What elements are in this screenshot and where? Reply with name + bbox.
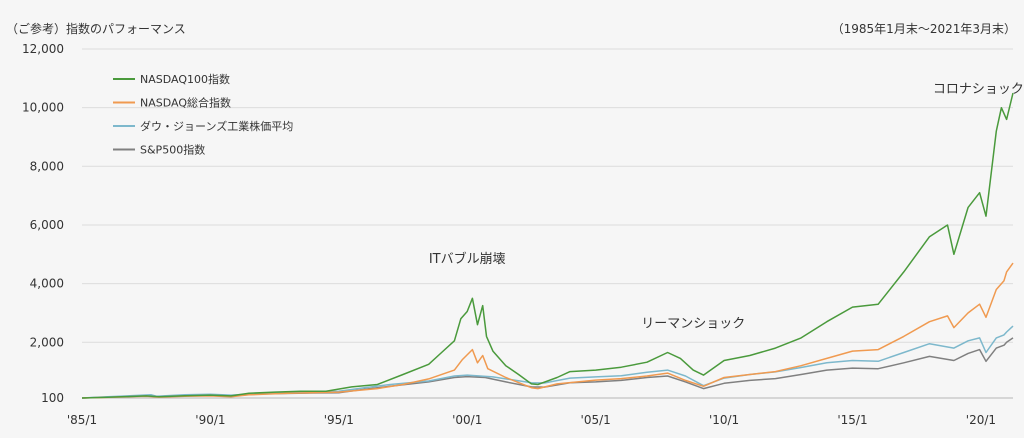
legend-label: S&P500指数 <box>140 143 205 157</box>
annotation-label: ITバブル崩壊 <box>429 251 506 267</box>
x-tick-label: '90/1 <box>195 413 225 427</box>
x-tick-label: '10/1 <box>709 413 739 427</box>
x-tick-label: '05/1 <box>581 413 611 427</box>
y-tick-label: 12,000 <box>22 42 64 56</box>
y-tick-label: 6,000 <box>30 218 64 232</box>
y-tick-label: 4,000 <box>30 277 64 291</box>
series-line <box>81 92 1014 399</box>
series-lines <box>81 92 1014 399</box>
y-tick-label: 2,000 <box>30 335 64 349</box>
x-axis-ticks: '85/1 '90/1 '95/1 '00/1 '05/1 '10/1 '15/1 '20/1 <box>67 413 996 427</box>
legend-label: NASDAQ100指数 <box>140 72 230 86</box>
grid-lines <box>82 48 1013 399</box>
x-tick-label: '15/1 <box>837 413 867 427</box>
annotation-label: リーマンショック <box>641 317 745 332</box>
y-axis-ticks: 100 2,000 4,000 6,000 8,000 10,000 12,000 <box>22 42 64 405</box>
y-tick-label: 100 <box>41 391 64 405</box>
x-tick-label: '85/1 <box>67 413 97 427</box>
annotation-label: コロナショック <box>933 82 1024 97</box>
series-line <box>81 337 1014 399</box>
x-tick-label: '00/1 <box>452 413 482 427</box>
period-note: （1985年1月末〜2021年3月末） <box>832 22 1016 36</box>
legend-label: NASDAQ総合指数 <box>140 96 231 110</box>
chart-title: （ご参考）指数のパフォーマンス <box>6 21 186 36</box>
x-tick-label: '95/1 <box>324 413 354 427</box>
series-line <box>81 262 1014 399</box>
x-tick-label: '20/1 <box>966 413 996 427</box>
y-tick-label: 10,000 <box>22 101 64 115</box>
legend-label: ダウ・ジョーンズ工業株価平均 <box>140 119 293 133</box>
y-tick-label: 8,000 <box>30 159 64 173</box>
